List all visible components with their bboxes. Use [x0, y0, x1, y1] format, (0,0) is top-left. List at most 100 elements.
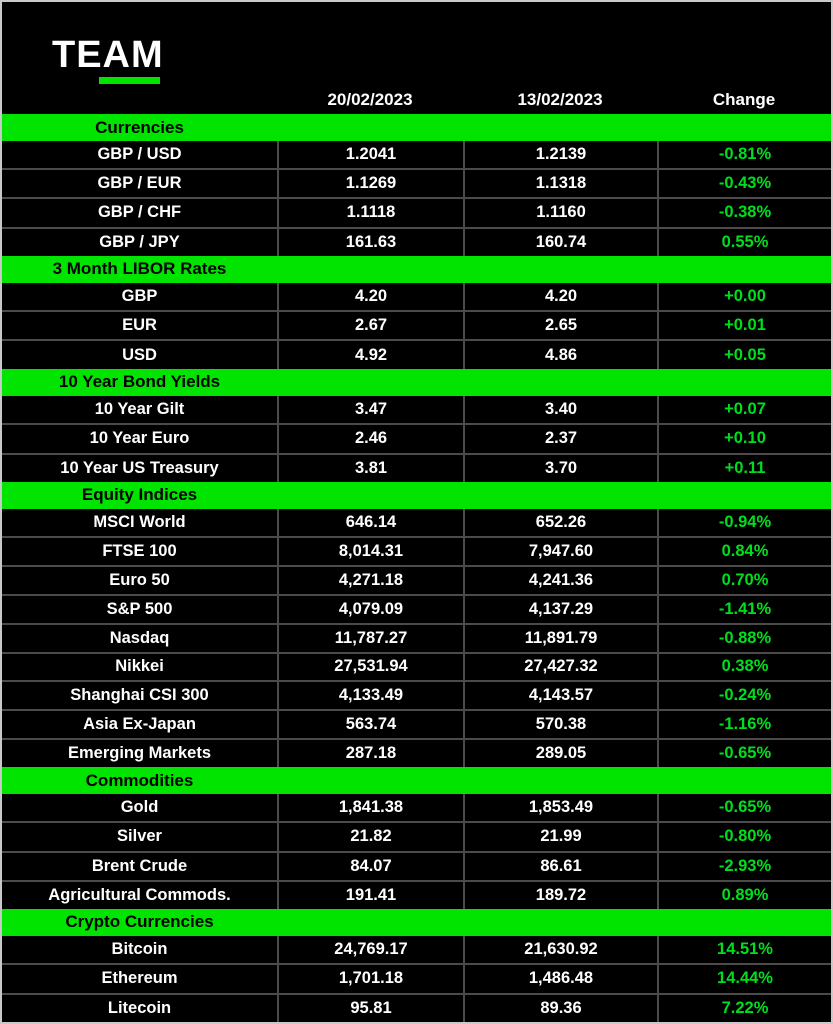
- table-row-shanghai-csi-300: Shanghai CSI 300 4,133.49 4,143.57 -0.24%: [2, 680, 831, 710]
- value-current: 4,079.09: [277, 595, 463, 623]
- value-current: 563.74: [277, 711, 463, 739]
- section-header-bar: 10 Year Bond Yields: [2, 368, 831, 396]
- value-previous: 3.70: [463, 454, 657, 482]
- change-value: 0.89%: [657, 881, 831, 909]
- row-label: S&P 500: [106, 599, 173, 618]
- table-row-ftse-100: FTSE 100 8,014.31 7,947.60 0.84%: [2, 535, 831, 565]
- value-previous: 160.74: [463, 228, 657, 256]
- value-previous: 27,427.32: [463, 653, 657, 681]
- row-label: Brent Crude: [91, 856, 188, 875]
- table-row-10-year-us-treasury: 10 Year US Treasury 3.81 3.70 +0.11: [2, 452, 831, 482]
- change-value: 0.70%: [657, 566, 831, 594]
- value-previous: 4.20: [463, 282, 657, 311]
- table-row-nikkei: Nikkei 27,531.94 27,427.32 0.38%: [2, 651, 831, 681]
- logo-text: TEAM: [52, 34, 164, 76]
- table-row-10-year-gilt: 10 Year Gilt 3.47 3.40 +0.07: [2, 395, 831, 424]
- value-current: 2.46: [277, 425, 463, 453]
- change-value: +0.00: [657, 282, 831, 311]
- team-logo: TEAM: [52, 36, 164, 84]
- change-value: -0.81%: [657, 141, 831, 169]
- change-value: +0.10: [657, 425, 831, 453]
- value-current: 4.92: [277, 341, 463, 369]
- column-header-change: Change: [712, 90, 776, 109]
- row-label: EUR: [122, 316, 157, 335]
- table-row-ethereum: Ethereum 1,701.18 1,486.48 14.44%: [2, 963, 831, 993]
- value-current: 161.63: [277, 228, 463, 256]
- change-value: 0.55%: [657, 228, 831, 256]
- change-value: -0.65%: [657, 794, 831, 822]
- value-current: 95.81: [277, 994, 463, 1022]
- value-previous: 570.38: [463, 711, 657, 739]
- value-previous: 1,853.49: [463, 794, 657, 822]
- row-label: Emerging Markets: [67, 744, 212, 763]
- change-value: 0.38%: [657, 653, 831, 681]
- value-current: 1,701.18: [277, 965, 463, 993]
- value-previous: 11,891.79: [463, 624, 657, 652]
- section-equity-indices: Equity Indices MSCI World 646.14 652.26 -0.9…: [2, 481, 831, 768]
- row-label: GBP: [121, 286, 158, 305]
- row-label: Bitcoin: [111, 940, 168, 959]
- value-current: 84.07: [277, 852, 463, 880]
- row-label: Silver: [117, 827, 162, 846]
- value-previous: 4,143.57: [463, 682, 657, 710]
- logo-underline: [99, 77, 160, 84]
- row-label: USD: [122, 345, 157, 364]
- value-current: 27,531.94: [277, 653, 463, 681]
- change-value: 14.51%: [657, 935, 831, 964]
- value-current: 4,133.49: [277, 682, 463, 710]
- row-label: Shanghai CSI 300: [70, 686, 209, 705]
- value-current: 646.14: [277, 508, 463, 536]
- row-label: 10 Year Gilt: [94, 400, 185, 419]
- value-current: 4,271.18: [277, 566, 463, 594]
- value-current: 287.18: [277, 740, 463, 768]
- table-row-euro-50: Euro 50 4,271.18 4,241.36 0.70%: [2, 564, 831, 594]
- section-currencies: Currencies GBP / USD 1.2041 1.2139 -0.81% GBP…: [2, 114, 831, 256]
- row-label: GBP / CHF: [97, 203, 182, 222]
- row-label: Nasdaq: [109, 628, 170, 647]
- table-body: Currencies GBP / USD 1.2041 1.2139 -0.81% GBP…: [2, 114, 831, 1022]
- table-row-silver: Silver 21.82 21.99 -0.80%: [2, 821, 831, 851]
- value-current: 3.81: [277, 454, 463, 482]
- value-previous: 289.05: [463, 740, 657, 768]
- section-header-bar: 3 Month LIBOR Rates: [2, 255, 831, 283]
- value-previous: 1.2139: [463, 141, 657, 169]
- table-row-agricultural-commods: Agricultural Commods. 191.41 189.72 0.89%: [2, 879, 831, 909]
- section-crypto-currencies: Crypto Currencies Bitcoin 24,769.17 21,630.…: [2, 908, 831, 1022]
- section-3-month-libor-rates: 3 Month LIBOR Rates GBP 4.20 4.20 +0.00 EUR 2.…: [2, 255, 831, 369]
- row-label: Ethereum: [101, 969, 178, 988]
- row-label: Asia Ex-Japan: [83, 715, 196, 734]
- column-header-date-current: 20/02/2023: [327, 90, 413, 109]
- section-title: Equity Indices: [81, 485, 198, 505]
- change-value: -2.93%: [657, 852, 831, 880]
- row-label: GBP / JPY: [99, 232, 180, 251]
- change-value: +0.05: [657, 341, 831, 369]
- value-current: 1,841.38: [277, 794, 463, 822]
- table-row-gold: Gold 1,841.38 1,853.49 -0.65%: [2, 794, 831, 822]
- table-row-s-p-500: S&P 500 4,079.09 4,137.29 -1.41%: [2, 593, 831, 623]
- row-label: GBP / EUR: [97, 174, 182, 193]
- table-row-eur: EUR 2.67 2.65 +0.01: [2, 310, 831, 340]
- value-previous: 1,486.48: [463, 965, 657, 993]
- value-previous: 3.40: [463, 395, 657, 424]
- value-current: 2.67: [277, 312, 463, 340]
- value-previous: 189.72: [463, 881, 657, 909]
- report-header: TEAM 20/02/2023 13/02/2023 Change: [2, 2, 831, 114]
- value-previous: 1.1160: [463, 199, 657, 227]
- change-value: -0.88%: [657, 624, 831, 652]
- row-label: Agricultural Commods.: [48, 885, 231, 904]
- table-row-usd: USD 4.92 4.86 +0.05: [2, 339, 831, 369]
- value-current: 1.1118: [277, 199, 463, 227]
- row-label: 10 Year US Treasury: [60, 458, 219, 477]
- section-title: Commodities: [85, 770, 194, 790]
- section-title: 10 Year Bond Yields: [58, 372, 221, 392]
- value-current: 4.20: [277, 282, 463, 311]
- section-title: 3 Month LIBOR Rates: [52, 259, 227, 279]
- section-header-bar: Commodities: [2, 767, 831, 795]
- value-previous: 7,947.60: [463, 537, 657, 565]
- column-header-blank: [2, 90, 277, 110]
- change-value: 14.44%: [657, 965, 831, 993]
- value-previous: 1.1318: [463, 170, 657, 198]
- value-previous: 21,630.92: [463, 935, 657, 964]
- value-previous: 89.36: [463, 994, 657, 1022]
